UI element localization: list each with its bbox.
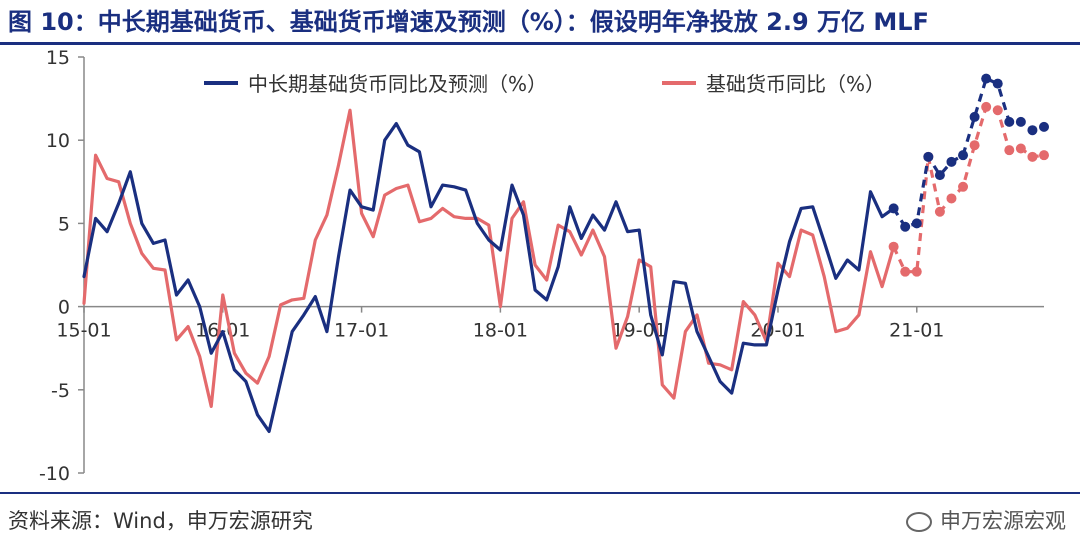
forecast-point-1 <box>981 101 992 112</box>
forecast-point-1 <box>1015 143 1026 154</box>
forecast-point-1 <box>934 206 945 217</box>
forecast-point-0 <box>1004 116 1015 127</box>
bottom-rule <box>0 492 1080 494</box>
forecast-point-1 <box>958 181 969 192</box>
watermark: 申万宏源宏观 <box>906 505 1066 535</box>
forecast-point-0 <box>1015 116 1026 127</box>
forecast-point-0 <box>992 78 1003 89</box>
legend-label-0: 中长期基础货币同比及预测（%） <box>248 72 547 96</box>
x-tick-label: 18-01 <box>473 320 528 342</box>
forecast-point-0 <box>1027 125 1038 136</box>
y-tick-label: 10 <box>46 130 70 152</box>
forecast-point-0 <box>958 150 969 161</box>
forecast-point-0 <box>934 170 945 181</box>
y-tick-label: 15 <box>46 47 70 69</box>
y-tick-label: -10 <box>39 463 70 485</box>
x-tick-label: 15-01 <box>56 320 111 342</box>
watermark-text: 申万宏源宏观 <box>940 509 1066 533</box>
series-line-1 <box>82 108 896 408</box>
y-tick-label: 5 <box>58 213 70 235</box>
series-line-0 <box>82 121 896 433</box>
forecast-point-0 <box>888 203 899 214</box>
title-rule <box>0 42 1080 45</box>
forecast-point-1 <box>1004 145 1015 156</box>
forecast-point-1 <box>900 266 911 277</box>
forecast-point-1 <box>969 140 980 151</box>
legend-label-1: 基础货币同比（%） <box>706 72 885 96</box>
source-note: 资料来源：Wind，申万宏源研究 <box>8 509 313 533</box>
chart-legend: 中长期基础货币同比及预测（%） 基础货币同比（%） <box>204 72 885 96</box>
forecast-point-1 <box>911 266 922 277</box>
forecast-point-0 <box>946 156 957 167</box>
y-tick-label: 0 <box>58 297 70 319</box>
forecast-point-1 <box>1027 151 1038 162</box>
forecast-point-0 <box>923 151 934 162</box>
series-forecast-line-1 <box>892 105 1045 274</box>
forecast-point-1 <box>946 193 957 204</box>
chart-series <box>82 73 1049 433</box>
forecast-point-0 <box>900 221 911 232</box>
y-tick-label: -5 <box>51 380 70 402</box>
forecast-point-1 <box>1039 150 1049 161</box>
forecast-point-0 <box>969 111 980 122</box>
wechat-icon <box>906 512 932 532</box>
forecast-point-0 <box>981 73 992 84</box>
forecast-point-1 <box>888 241 899 252</box>
forecast-point-0 <box>1039 121 1049 132</box>
forecast-point-1 <box>992 105 1003 116</box>
x-tick-label: 17-01 <box>334 320 389 342</box>
x-tick-label: 21-01 <box>889 320 944 342</box>
forecast-point-0 <box>911 218 922 229</box>
figure-title: 图 10：中长期基础货币、基础货币增速及预测（%）：假设明年净投放 2.9 万亿… <box>8 8 929 36</box>
